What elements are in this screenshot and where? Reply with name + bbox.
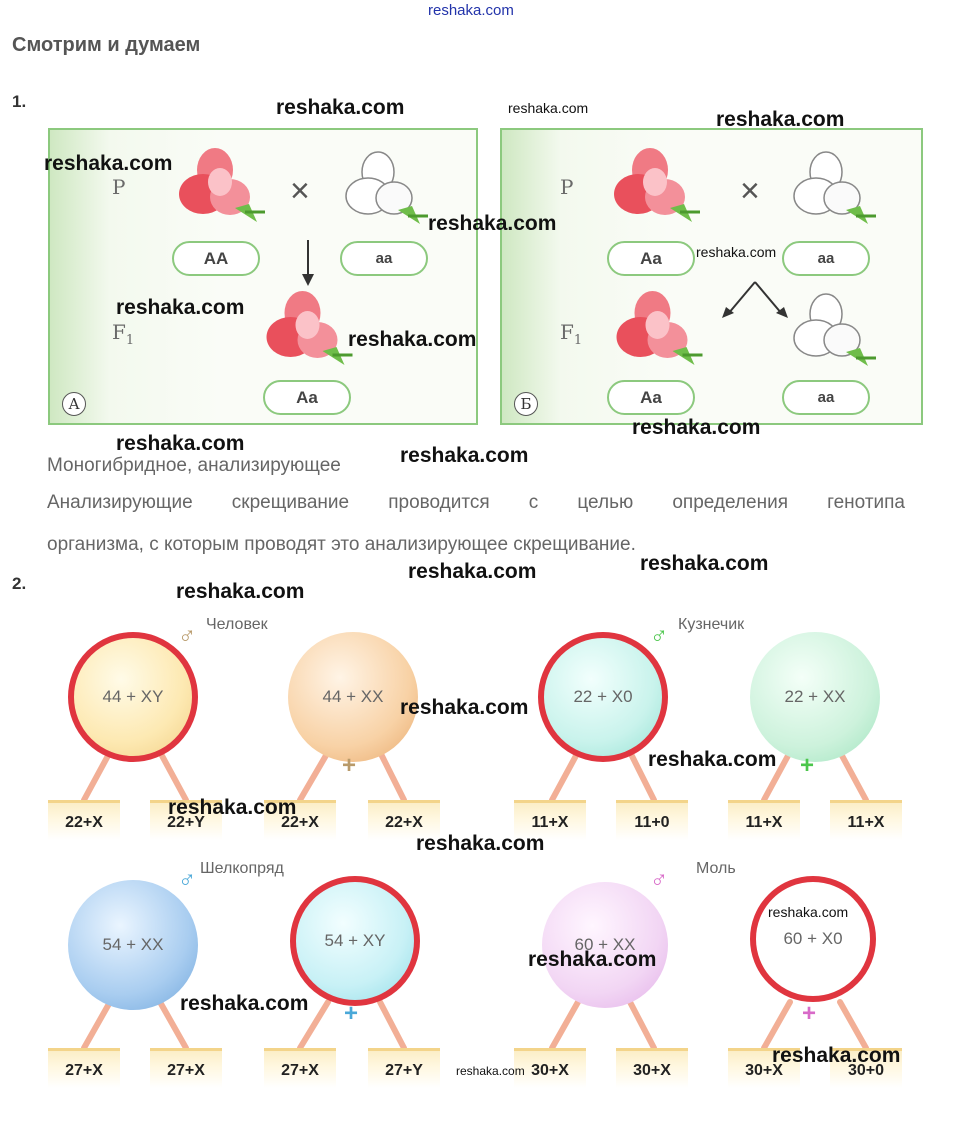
cell-moth-male: 60 + XX: [542, 882, 668, 1008]
panel-letter: Б: [514, 392, 538, 416]
watermark: reshaka.com: [44, 152, 173, 175]
watermark: reshaka.com: [528, 948, 657, 971]
arrow-down-icon: [302, 240, 314, 286]
female-symbol-icon: +: [344, 1000, 359, 1027]
female-symbol-icon: +: [800, 752, 815, 779]
gamete: 11+X: [728, 800, 800, 840]
red-flower-icon: [614, 148, 700, 222]
gamete: 27+X: [48, 1048, 120, 1088]
cell-grasshopper-female: 22 + XX: [750, 632, 880, 762]
red-flower-icon: [616, 291, 703, 365]
watermark: reshaka.com: [772, 1044, 901, 1067]
offspring-genotype: Aa: [263, 380, 351, 415]
cell-silkworm-female: 54 + XY: [290, 876, 420, 1006]
male-symbol-icon: ♂: [650, 866, 668, 893]
species-human: Человек: [206, 616, 268, 633]
gamete: 27+X: [150, 1048, 222, 1088]
watermark: reshaka.com: [116, 432, 245, 455]
red-flower-icon: [266, 291, 353, 365]
site-link[interactable]: reshaka.com: [428, 2, 514, 19]
task-2-number: 2.: [12, 574, 27, 593]
gamete: 11+X: [830, 800, 902, 840]
f1-label: F1: [112, 320, 135, 348]
watermark: reshaka.com: [400, 444, 529, 467]
white-flower-icon: [345, 151, 428, 224]
watermark: reshaka.com: [180, 992, 309, 1015]
watermark: reshaka.com: [168, 796, 297, 819]
gamete: 30+0: [830, 1048, 902, 1088]
cross-panel-a: P F1 × AA aa Aa А: [48, 128, 478, 425]
genotype-aa-dominant: AA: [172, 241, 260, 276]
male-symbol-icon: ♂: [178, 866, 196, 893]
gamete: 22+Y: [150, 800, 222, 840]
female-symbol-icon: +: [342, 752, 357, 779]
task-1-number: 1.: [12, 92, 27, 111]
watermark: reshaka.com: [632, 416, 761, 439]
answer-line-1: Моногибридное, анализирующее: [47, 455, 341, 476]
gamete: 22+X: [264, 800, 336, 840]
white-flower-icon: [793, 151, 876, 224]
male-symbol-icon: ♂: [178, 622, 196, 649]
parent-label: P: [560, 175, 574, 199]
watermark: reshaka.com: [640, 552, 769, 575]
watermark: reshaka.com: [456, 1064, 525, 1078]
gamete: 11+X: [514, 800, 586, 840]
watermark: reshaka.com: [408, 560, 537, 583]
parent-label: P: [112, 175, 126, 199]
male-symbol-icon: ♂: [650, 622, 668, 649]
offspring-genotype-right: aa: [782, 380, 870, 415]
genotype-aa-recessive: aa: [340, 241, 428, 276]
gamete: 30+X: [616, 1048, 688, 1088]
cell-human-male: 44 + XY: [68, 632, 198, 762]
section-title: Смотрим и думаем: [12, 34, 201, 56]
cross-symbol: ×: [740, 172, 760, 210]
watermark: reshaka.com: [508, 100, 589, 116]
cross-symbol: ×: [290, 172, 310, 210]
answer-line-3: организма, с которым проводят это анализ…: [47, 534, 636, 555]
gamete: 11+0: [616, 800, 688, 840]
gamete: 27+Y: [368, 1048, 440, 1088]
gamete: 30+X: [728, 1048, 800, 1088]
watermark: reshaka.com: [696, 244, 777, 260]
f1-label: F1: [560, 320, 583, 348]
watermark: reshaka.com: [768, 904, 849, 920]
cell-moth-female: 60 + X0: [750, 876, 876, 1002]
cell-grasshopper-male: 22 + X0: [538, 632, 668, 762]
gamete: 27+X: [264, 1048, 336, 1088]
gamete: 22+X: [48, 800, 120, 840]
cell-silkworm-male: 54 + XX: [68, 880, 198, 1010]
cell-human-female: 44 + XX: [288, 632, 418, 762]
cross-panel-b: P F1 × Aa aa Aa aa Б: [500, 128, 923, 425]
genotype-recessive: aa: [782, 241, 870, 276]
watermark: reshaka.com: [428, 212, 557, 235]
offspring-genotype-left: Aa: [607, 380, 695, 415]
genotype-heterozygous: Aa: [607, 241, 695, 276]
watermark: reshaka.com: [400, 696, 529, 719]
species-moth: Моль: [696, 860, 736, 877]
watermark: reshaka.com: [176, 580, 305, 603]
species-silkworm: Шелкопряд: [200, 860, 284, 877]
female-symbol-icon: +: [802, 1000, 817, 1027]
watermark: reshaka.com: [416, 832, 545, 855]
watermark: reshaka.com: [716, 108, 845, 131]
species-grasshopper: Кузнечик: [678, 616, 745, 633]
gamete: 22+X: [368, 800, 440, 840]
panel-letter: А: [62, 392, 86, 416]
watermark: reshaka.com: [348, 328, 477, 351]
red-flower-icon: [179, 148, 265, 222]
watermark: reshaka.com: [276, 96, 405, 119]
gamete: 30+X: [514, 1048, 586, 1088]
answer-line-2: Анализирующие скрещивание проводится с ц…: [47, 492, 905, 513]
watermark: reshaka.com: [648, 748, 777, 771]
white-flower-icon: [793, 293, 876, 366]
split-arrow-icon: [722, 281, 788, 318]
watermark: reshaka.com: [116, 296, 245, 319]
